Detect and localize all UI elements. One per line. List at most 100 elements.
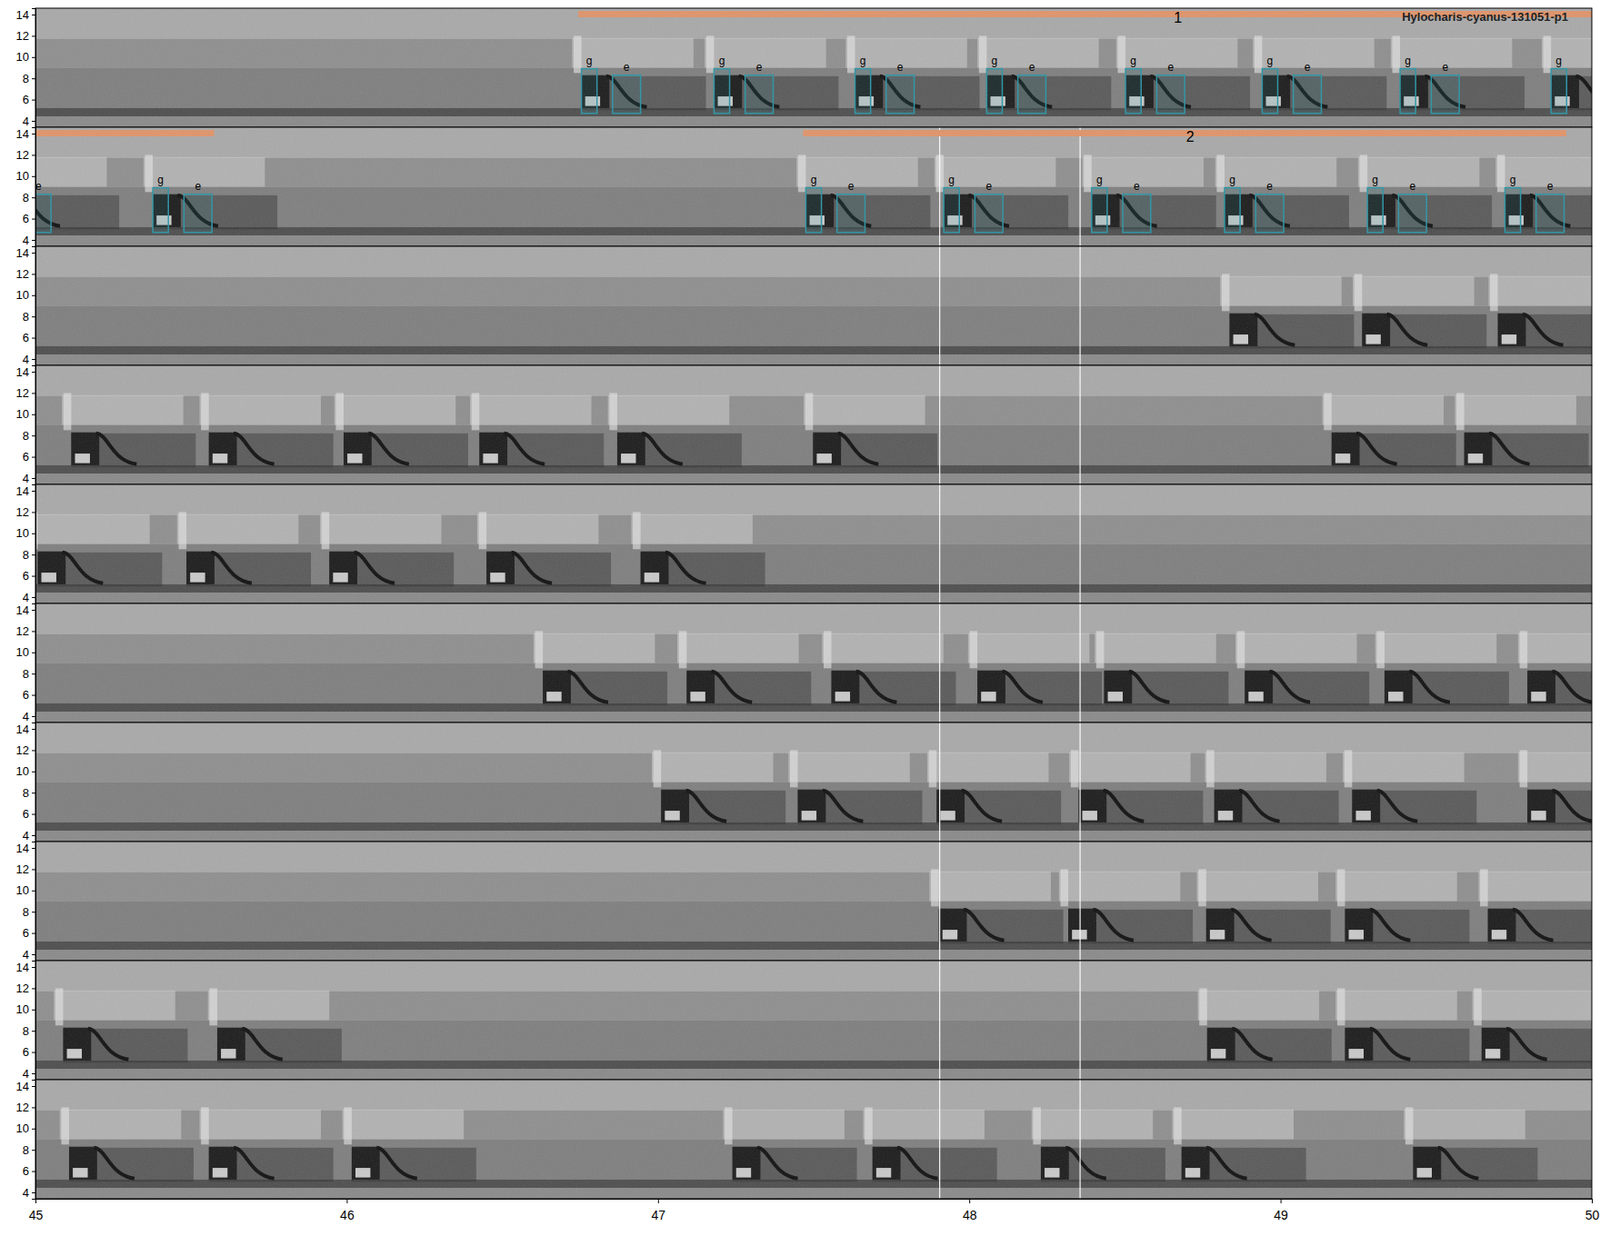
y-tick-mark <box>31 1129 36 1130</box>
y-axis: 468101214 <box>16 484 37 605</box>
noise-texture <box>35 1080 1592 1200</box>
x-tick-label: 48 <box>962 1208 978 1223</box>
y-tick-mark <box>31 869 36 870</box>
y-axis-line <box>31 604 37 724</box>
y-tick: 8 <box>22 1024 36 1039</box>
background <box>35 8 1592 128</box>
syllable-label: e <box>623 60 630 74</box>
y-tick-label: 12 <box>16 981 30 996</box>
y-axis: 468101214 <box>16 603 37 724</box>
plot-area <box>35 484 1592 604</box>
syllable-label: g <box>948 173 955 187</box>
syllable-label: e <box>1441 60 1449 74</box>
y-tick: 6 <box>22 688 36 702</box>
spectrogram-row: 468101214 <box>16 484 1592 605</box>
background <box>35 603 1592 723</box>
y-tick-mark <box>31 1107 36 1109</box>
y-axis-line <box>31 128 37 248</box>
y-axis-line <box>31 961 37 1081</box>
y-tick: 4 <box>22 829 36 843</box>
y-tick-mark <box>31 835 36 837</box>
y-tick-label: 8 <box>22 310 30 324</box>
y-tick-mark <box>31 954 36 956</box>
y-tick-mark <box>31 652 36 654</box>
plot-frame <box>35 8 1592 128</box>
y-tick-mark <box>31 273 36 275</box>
y-tick: 4 <box>22 1067 36 1081</box>
syllable-label: e <box>1029 60 1036 74</box>
y-tick-mark <box>31 478 36 480</box>
y-tick-mark <box>31 988 36 990</box>
syllable-label: e <box>1133 180 1140 193</box>
plot-area <box>35 722 1592 842</box>
y-tick: 8 <box>22 1143 36 1158</box>
y-axis-line <box>31 842 37 962</box>
y-tick-mark <box>31 316 36 318</box>
y-tick: 4 <box>22 352 36 367</box>
y-tick-mark <box>31 490 36 492</box>
y-tick-label: 12 <box>16 505 30 520</box>
y-tick: 12 <box>16 862 36 877</box>
syllable-label: g <box>1229 173 1236 187</box>
y-tick-label: 8 <box>22 429 30 443</box>
x-tick-label: 50 <box>1585 1208 1600 1223</box>
syllable-label: g <box>1371 173 1379 187</box>
y-tick: 8 <box>22 667 36 681</box>
y-tick-label: 12 <box>16 148 30 162</box>
noise-texture <box>35 484 1592 604</box>
y-tick-label: 8 <box>22 190 30 205</box>
syllable-label: g <box>1510 173 1517 187</box>
y-tick: 10 <box>16 1002 36 1017</box>
y-tick-label: 12 <box>16 624 30 639</box>
y-tick-label: 14 <box>16 960 30 975</box>
y-tick-mark <box>31 848 36 850</box>
syllable-label: e <box>756 60 763 74</box>
y-tick-label: 6 <box>22 688 30 702</box>
y-tick: 14 <box>16 127 36 141</box>
y-tick: 10 <box>16 169 36 183</box>
plot-area <box>35 960 1592 1080</box>
y-tick-mark <box>31 359 36 360</box>
x-tick-label: 46 <box>340 1208 355 1223</box>
y-tick-mark <box>31 1086 36 1088</box>
plot-frame <box>35 960 1592 1080</box>
y-tick: 10 <box>16 288 36 302</box>
y-tick: 12 <box>16 743 36 758</box>
spectrogram-row: 468101214 <box>16 246 1600 367</box>
bout-label: 1 <box>1173 10 1182 26</box>
plot-area <box>35 1080 1592 1200</box>
y-axis-line <box>31 366 37 486</box>
y-axis: 468101214 <box>16 1080 37 1200</box>
y-tick: 14 <box>16 722 36 737</box>
noise-texture <box>35 603 1592 723</box>
y-tick: 4 <box>22 114 36 129</box>
x-tick: 45 <box>29 1199 44 1223</box>
syllable-label: e <box>897 60 904 74</box>
y-tick-mark <box>31 57 36 59</box>
y-tick-mark <box>31 1150 36 1151</box>
y-tick: 8 <box>22 905 36 920</box>
y-tick-label: 6 <box>22 1164 30 1179</box>
y-tick: 12 <box>16 267 36 281</box>
y-tick: 6 <box>22 330 36 345</box>
y-tick-label: 12 <box>16 862 30 877</box>
y-tick-mark <box>31 295 36 297</box>
y-tick-mark <box>31 1030 36 1032</box>
plot-area <box>35 841 1592 961</box>
background <box>35 127 1592 247</box>
y-tick-label: 14 <box>16 8 30 22</box>
spectrogram-row: 468101214 <box>16 365 1592 486</box>
y-tick-label: 8 <box>22 71 30 86</box>
y-tick: 10 <box>16 526 36 540</box>
y-tick-label: 4 <box>22 710 30 724</box>
y-tick-label: 14 <box>16 1080 30 1094</box>
y-tick: 14 <box>16 841 36 856</box>
background <box>35 960 1592 1080</box>
background <box>35 722 1592 842</box>
y-tick-label: 8 <box>22 905 30 920</box>
y-tick-label: 10 <box>16 169 30 183</box>
syllable-label: e <box>985 180 992 193</box>
syllable-label: g <box>719 54 726 68</box>
y-tick-label: 12 <box>16 743 30 758</box>
syllable-label: g <box>586 54 593 68</box>
